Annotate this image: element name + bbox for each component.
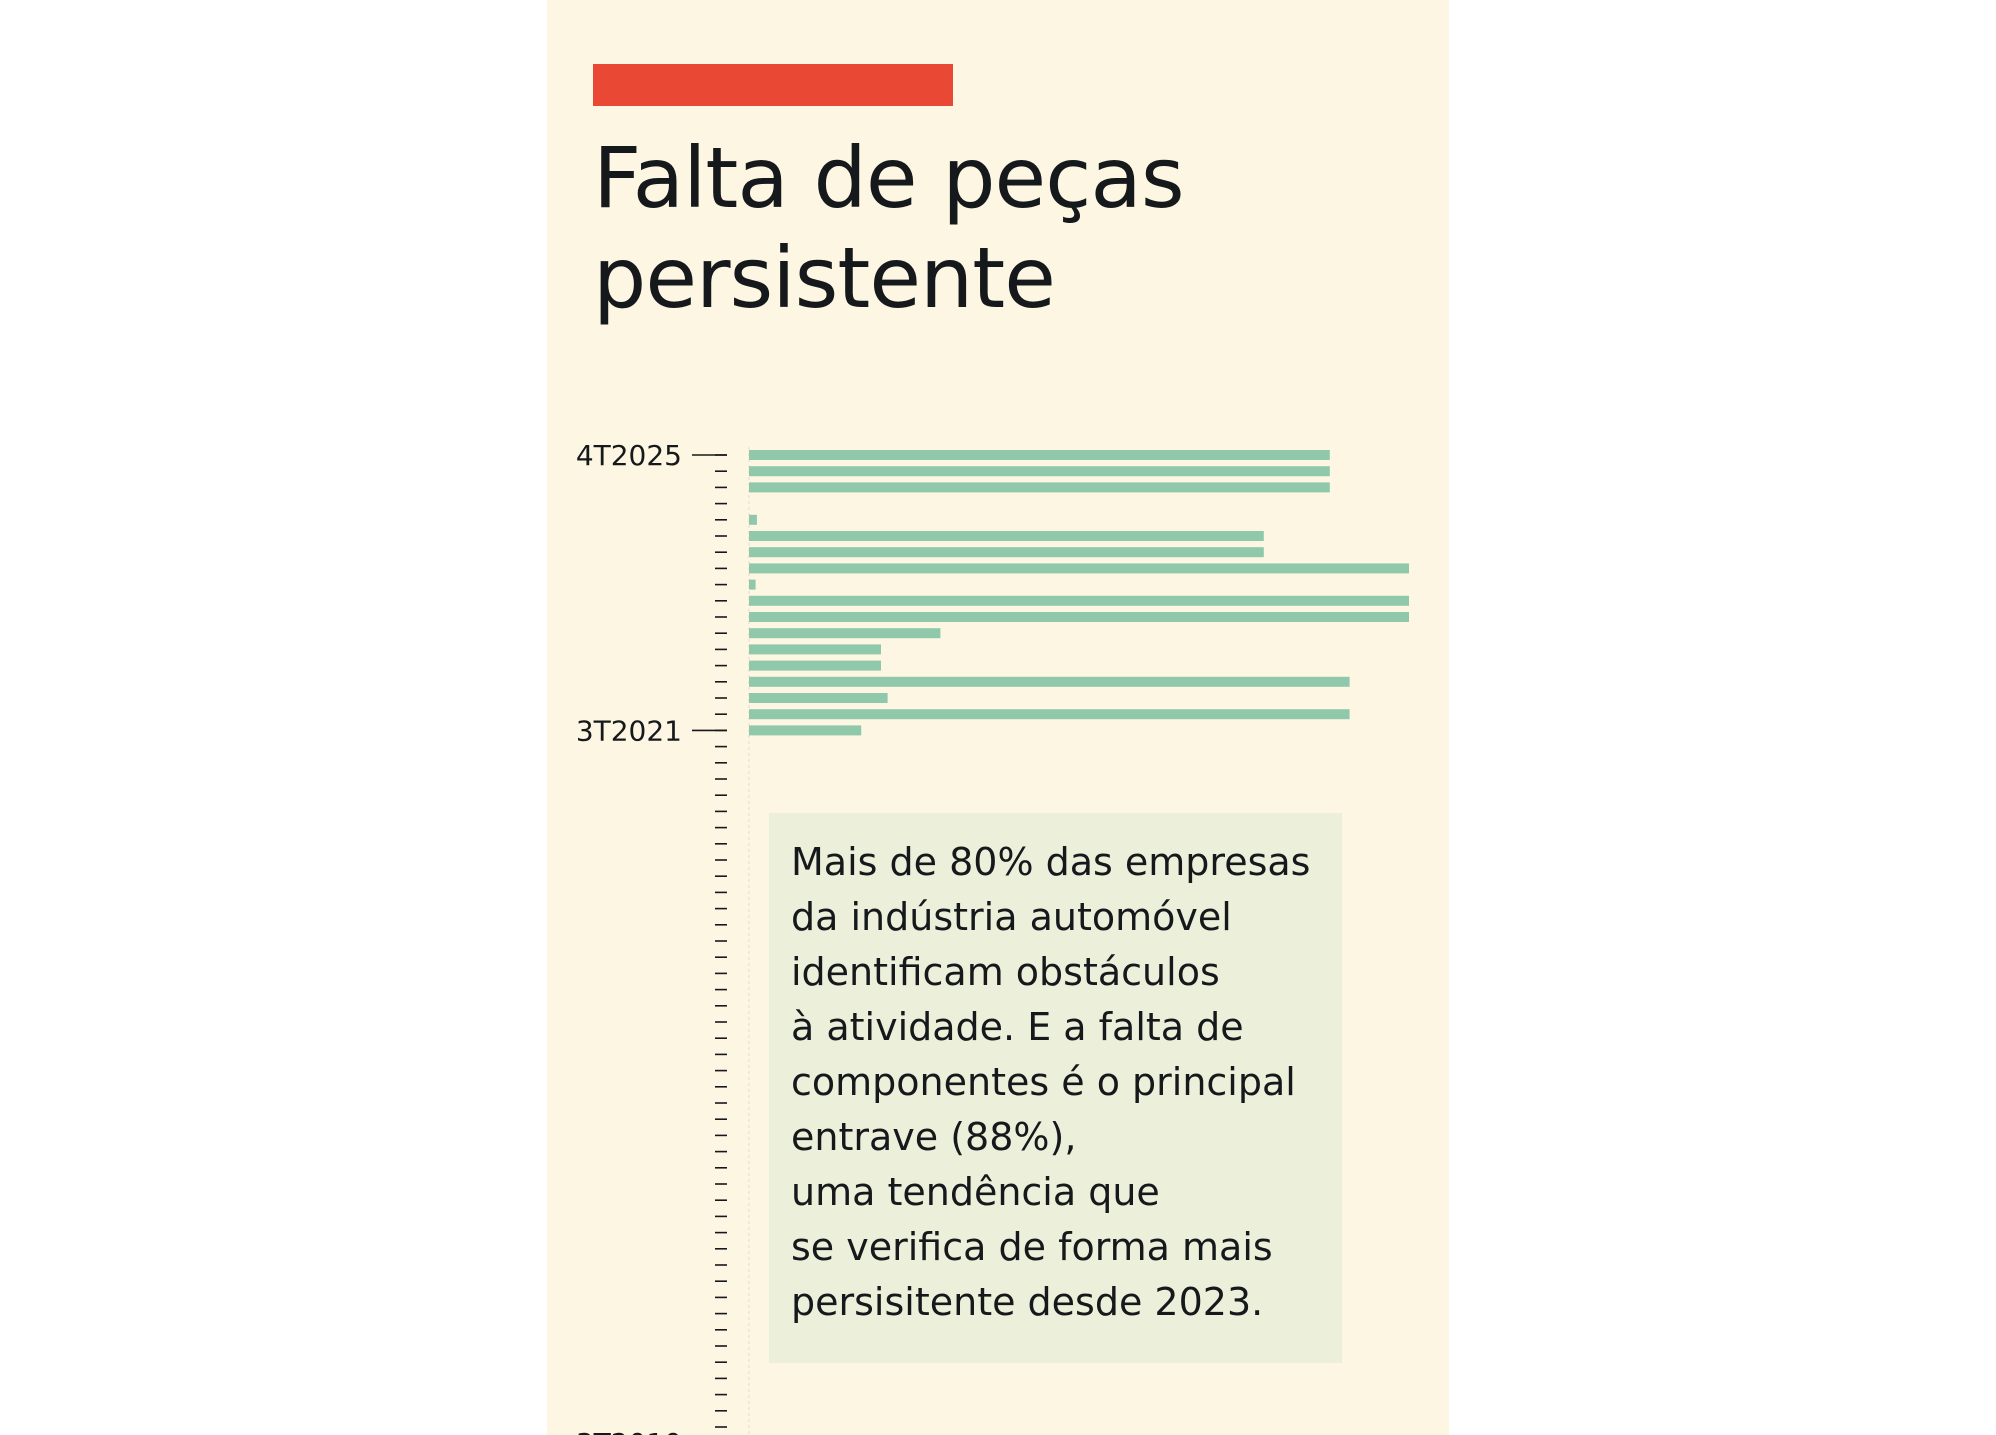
axis-tick-label: 4T2025 (576, 439, 682, 472)
bar-2T2025 (749, 482, 1330, 493)
chart-title: Falta de peças persistente (593, 128, 1393, 328)
annotation-line-2: da indústria automóvel (791, 895, 1232, 939)
annotation-line-5: componentes é o principal (791, 1060, 1296, 1104)
bar-3T2022 (749, 660, 881, 671)
annotation-line-4: à atividade. E a falta de (791, 1005, 1244, 1049)
annotation-line-7: uma tendência que (791, 1170, 1160, 1214)
bar-1T2024 (749, 563, 1409, 574)
accent-bar (593, 64, 953, 106)
bar-series (749, 450, 1409, 736)
bar-3T2023 (749, 595, 1409, 606)
chart-title-line-2: persistente (593, 229, 1056, 327)
bar-2T2023 (749, 612, 1409, 622)
bar-4T2021 (749, 709, 1350, 720)
annotation-line-9: persisitente desde 2023. (791, 1280, 1264, 1324)
annotation-line-6: entrave (88%), (791, 1115, 1077, 1159)
bar-4T2025 (749, 450, 1330, 460)
annotation-box: Mais de 80% das empresas da indústria au… (769, 813, 1342, 1363)
bar-1T2023 (749, 628, 941, 639)
bar-3T2024 (749, 531, 1264, 541)
bar-1T2022 (749, 693, 888, 703)
vertical-axis (692, 447, 750, 1435)
annotation-line-8: se verifica de forma mais (791, 1225, 1273, 1269)
bar-3T2021 (749, 725, 862, 736)
infographic-panel: Falta de peças persistente 4T2025 3T2021 3… (547, 0, 1449, 1435)
axis-tick-labels: 4T2025 3T2021 3T2010 (576, 439, 682, 1435)
bar-2T2022 (749, 676, 1350, 687)
bar-chart: 4T2025 3T2021 3T2010 (576, 439, 1409, 1435)
bar-4T2024 (749, 514, 757, 525)
bar-4T2022 (749, 644, 881, 655)
annotation-line-3: identificam obstáculos (791, 950, 1220, 994)
axis-tick-label: 3T2021 (576, 714, 682, 747)
axis-tick-label: 3T2010 (576, 1427, 682, 1435)
bar-2T2024 (749, 547, 1264, 558)
chart-title-line-1: Falta de peças (593, 129, 1185, 227)
bar-3T2025 (749, 466, 1330, 477)
bar-4T2023 (749, 579, 756, 590)
annotation-line-1: Mais de 80% das empresas (791, 840, 1311, 884)
